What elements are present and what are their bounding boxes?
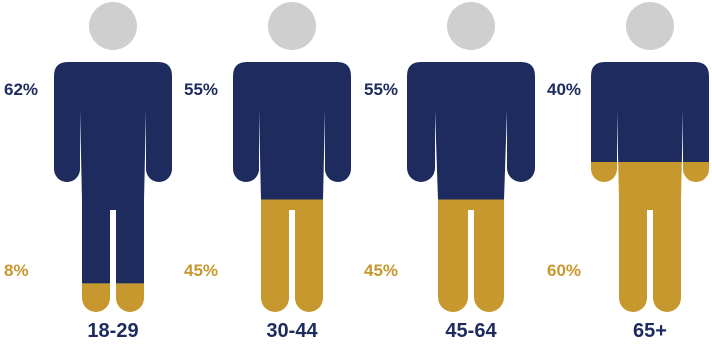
bar-top-45-64 xyxy=(407,62,535,200)
top-percent-label: 40% xyxy=(547,80,581,99)
bar-bottom-65+ xyxy=(591,162,709,312)
person-body xyxy=(407,62,535,312)
bottom-percent-label: 45% xyxy=(184,261,218,280)
category-label: 18-29 xyxy=(87,320,138,342)
top-percent-label: 55% xyxy=(184,80,218,99)
bar-top-30-44 xyxy=(233,62,351,200)
bottom-percent-label: 8% xyxy=(4,261,29,280)
person-figure-45-64: 55% 45% 45-64 xyxy=(364,2,535,342)
category-label: 65+ xyxy=(633,320,667,342)
bottom-percent-label: 45% xyxy=(364,261,398,280)
person-figure-30-44: 55% 45% 30-44 xyxy=(184,2,351,342)
top-percent-label: 62% xyxy=(4,80,38,99)
category-label: 30-44 xyxy=(266,320,318,342)
head-icon xyxy=(626,2,674,50)
head-icon xyxy=(268,2,316,50)
bottom-percent-label: 60% xyxy=(547,261,581,280)
bar-top-65+ xyxy=(591,62,709,162)
person-figure-65+: 40% 60% 65+ xyxy=(547,2,709,342)
person-body xyxy=(233,62,351,312)
bar-bottom-18-29 xyxy=(54,283,172,312)
head-icon xyxy=(89,2,137,50)
person-body xyxy=(591,62,709,312)
top-percent-label: 55% xyxy=(364,80,398,99)
category-label: 45-64 xyxy=(445,320,497,342)
bar-bottom-30-44 xyxy=(233,199,351,312)
head-icon xyxy=(447,2,495,50)
bar-top-18-29 xyxy=(54,62,172,284)
bar-bottom-45-64 xyxy=(407,199,535,312)
person-figure-18-29: 62% 8% 18-29 xyxy=(4,2,172,342)
person-body xyxy=(54,62,172,312)
